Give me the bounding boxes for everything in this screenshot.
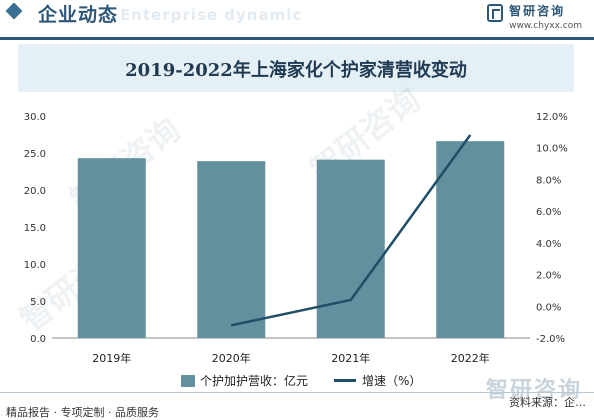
chart-canvas: 0.0 5.0 10.0 15.0 20.0 25.0 30.0 -2.0% 0.0% 2.0% 4…	[24, 112, 568, 365]
y-left-tick-label: 10.0	[24, 260, 46, 271]
y-right-tick-label: 12.0%	[536, 112, 568, 123]
brand-logo-icon	[487, 4, 504, 22]
legend: 个护加护营收：亿元 增速（%）	[0, 372, 594, 390]
legend-label-bar: 个护加护营收：亿元	[200, 374, 309, 388]
y-right-tick-label: -2.0%	[536, 334, 565, 345]
legend-label-line: 增速（%）	[362, 374, 422, 388]
y-right-tick-label: 4.0%	[536, 239, 561, 250]
section-subtitle: Enterprise dynamic	[120, 6, 303, 24]
x-tick-label: 2020年	[212, 351, 251, 365]
bar	[316, 159, 385, 338]
legend-swatch-line	[334, 379, 356, 382]
header-divider	[0, 37, 594, 40]
footer-divider	[0, 392, 594, 393]
y-right-tick-label: 2.0%	[536, 271, 561, 282]
y-right-tick-label: 0.0%	[536, 302, 561, 313]
section-header: 企业动态 Enterprise dynamic 智研咨询 www.chyxx.c…	[0, 0, 594, 36]
y-left-tick-label: 20.0	[24, 186, 46, 197]
y-left-tick-label: 30.0	[24, 112, 46, 123]
y-right-tick-label: 6.0%	[536, 207, 561, 218]
bar	[77, 158, 146, 338]
section-title: 企业动态	[38, 4, 119, 26]
chart-title: 2019-2022年上海家化个护家清营收变动	[125, 60, 467, 81]
brand[interactable]: 智研咨询 www.chyxx.com	[487, 2, 582, 31]
growth-line	[230, 134, 472, 327]
footer-source: 资料来源：企…	[509, 396, 586, 409]
diamond-icon	[5, 2, 23, 20]
bar	[436, 141, 505, 338]
legend-item-bar[interactable]: 个护加护营收：亿元	[181, 372, 308, 389]
legend-swatch-bar	[181, 374, 195, 387]
brand-name: 智研咨询	[509, 4, 566, 18]
y-left-tick-label: 25.0	[24, 149, 46, 160]
legend-item-line[interactable]: 增速（%）	[334, 372, 421, 389]
y-left-tick-label: 15.0	[24, 223, 46, 234]
chart-title-band: 2019-2022年上海家化个护家清营收变动	[18, 44, 574, 92]
y-right-tick-label: 8.0%	[536, 175, 561, 186]
footer-tagline: 精品报告 · 专项定制 · 品质服务	[6, 406, 159, 419]
x-tick-label: 2021年	[331, 351, 370, 365]
y-left-tick-label: 5.0	[30, 297, 46, 308]
bar	[197, 161, 266, 338]
y-left-tick-label: 0.0	[30, 334, 46, 345]
corner-watermark-logo: 智研咨询	[485, 378, 582, 403]
x-tick-label: 2022年	[451, 351, 490, 365]
y-right-tick-label: 10.0%	[536, 144, 568, 155]
brand-url: www.chyxx.com	[509, 21, 582, 31]
x-tick-label: 2019年	[92, 351, 131, 365]
